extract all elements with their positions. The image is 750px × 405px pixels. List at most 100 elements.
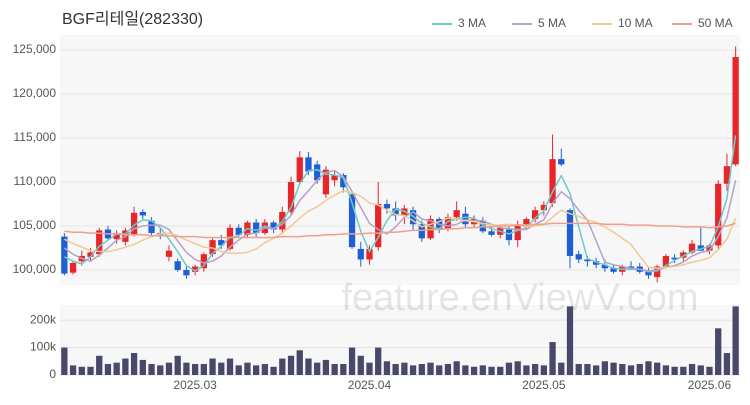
volume-bar (270, 366, 277, 375)
volume-bar (715, 328, 722, 375)
volume-bar (566, 306, 574, 375)
candle-body (566, 210, 574, 256)
legend-label: 3 MA (458, 16, 486, 30)
candle-body (375, 204, 382, 248)
volume-tick-label: 200k (30, 312, 57, 326)
candle-body (69, 262, 77, 273)
volume-bar (305, 358, 312, 375)
volume-bar (584, 364, 591, 375)
y-tick-label: 115,000 (14, 130, 57, 144)
candle-body (340, 174, 347, 188)
candle-body (253, 222, 260, 234)
volume-bar (444, 364, 452, 375)
x-tick-label: 2025.06 (688, 378, 732, 392)
candle-body (723, 166, 731, 184)
watermark: feature.enViewV.com (341, 277, 698, 319)
candle-body (523, 218, 530, 225)
volume-bar (165, 362, 173, 375)
candle-body (584, 259, 591, 262)
volume-bar (619, 364, 626, 375)
candle-body (593, 261, 600, 265)
volume-bar (392, 364, 399, 375)
candle-body (113, 233, 120, 240)
volume-bar (157, 365, 164, 375)
x-tick-label: 2025.03 (173, 378, 217, 392)
candle-body (183, 270, 190, 276)
candle-body (688, 243, 696, 253)
candle-body (715, 183, 722, 246)
candle-body (671, 257, 678, 260)
volume-bar (253, 365, 260, 375)
y-tick-label: 110,000 (14, 174, 57, 188)
candle-body (165, 250, 173, 257)
y-tick-label: 125,000 (13, 42, 57, 56)
volume-bar (409, 365, 417, 375)
volume-bar (340, 364, 347, 375)
volume-bar (723, 353, 731, 375)
volume-bar (244, 362, 251, 375)
volume-bar (732, 306, 739, 375)
candle-body (314, 164, 321, 181)
candle-body (514, 224, 521, 241)
volume-bar (331, 364, 338, 375)
volume-bar (113, 362, 120, 375)
candle-body (287, 182, 295, 212)
candle-body (331, 174, 338, 181)
volume-bar (540, 365, 547, 375)
volume-bar (427, 362, 434, 375)
candle-body (174, 261, 181, 271)
candle-body (680, 252, 687, 258)
y-tick-label: 120,000 (13, 86, 57, 100)
ma-line (64, 190, 737, 270)
volume-bar (226, 358, 234, 375)
volume-bar (470, 366, 478, 375)
candle-body (558, 159, 565, 165)
volume-bar (122, 358, 129, 375)
volume-bar (383, 361, 391, 375)
volume-bar (514, 361, 521, 375)
candle-body (427, 218, 434, 239)
candle-body (139, 211, 146, 216)
volume-bar (662, 365, 670, 375)
legend-label: 10 MA (618, 16, 653, 30)
volume-bar (610, 362, 617, 375)
candle-body (61, 236, 68, 274)
volume-bar (87, 366, 94, 375)
legend-label: 50 MA (698, 16, 733, 30)
candle-body (462, 213, 469, 225)
volume-bar (418, 364, 425, 375)
volume-bar (627, 365, 635, 375)
candle-body (130, 212, 138, 235)
volume-bar (549, 342, 556, 375)
candle-body (270, 222, 277, 230)
candle-body (732, 57, 739, 165)
candle-body (645, 271, 652, 276)
x-tick-label: 2025.05 (522, 378, 566, 392)
volume-bar (636, 364, 643, 375)
candle-body (697, 245, 704, 251)
volume-bar (357, 355, 364, 375)
candle-body (357, 248, 364, 260)
volume-bar (706, 366, 713, 375)
volume-bar (523, 365, 530, 375)
candle-body (296, 157, 303, 183)
volume-bar (366, 362, 373, 375)
ma-line (64, 135, 737, 273)
volume-bar (436, 365, 443, 375)
volume-bar (601, 361, 609, 375)
volume-bar (680, 366, 687, 375)
volume-bar (531, 364, 539, 375)
candle-body (549, 159, 556, 204)
volume-bar (575, 364, 582, 375)
volume-bar (148, 364, 155, 375)
volume-plot-background (60, 305, 740, 375)
volume-bar (688, 364, 696, 375)
volume-bar (671, 366, 678, 375)
candle-body (479, 220, 486, 232)
candle-body (453, 210, 460, 218)
candle-body (505, 229, 513, 241)
candle-body (235, 227, 242, 235)
chart-title: BGF리테일(282330) (62, 10, 203, 28)
candle-body (627, 266, 635, 269)
candle-body (200, 254, 207, 269)
